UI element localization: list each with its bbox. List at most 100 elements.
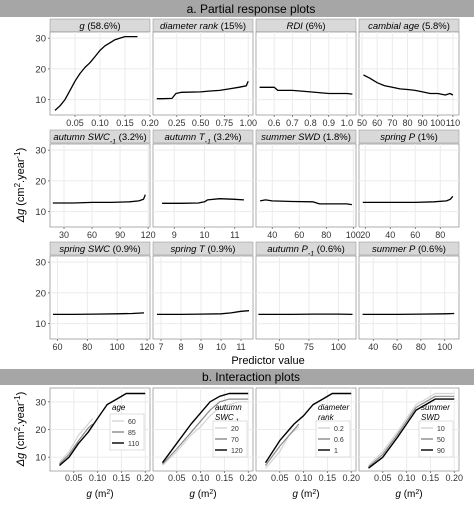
legend-title: age xyxy=(112,403,126,412)
section-a-xlabel: Predictor value xyxy=(231,355,304,367)
panel-bg xyxy=(50,144,150,227)
x-tick-label: 0.50 xyxy=(192,118,210,128)
b-xlabel: g (m2) xyxy=(189,489,216,501)
section-b-title: b. Interaction plots xyxy=(202,370,300,384)
panel-title: autumn T-1 (3.2%) xyxy=(165,132,242,146)
panel-title: g (58.6%) xyxy=(79,21,120,32)
panel-title: summer P (0.6%) xyxy=(372,244,446,255)
x-tick-label: 0.8 xyxy=(304,118,317,128)
x-tick-label: 30 xyxy=(59,230,69,240)
x-tick-label: 11 xyxy=(236,342,245,352)
y-tick-label: 10 xyxy=(35,319,46,330)
panel-bg xyxy=(256,256,356,339)
legend-label-2: 1 xyxy=(334,448,338,455)
legend-label-1: 0.6 xyxy=(334,437,344,444)
x-tick-label: 9 xyxy=(172,230,177,240)
panel-title: autumn P-1 (0.6%) xyxy=(267,244,345,258)
x-tick-label: 7 xyxy=(158,342,163,352)
y-tick-label: 30 xyxy=(35,146,46,157)
x-tick-label: 0.25 xyxy=(168,118,186,128)
x-tick-label: 0.6 xyxy=(268,118,281,128)
y-tick-label: 20 xyxy=(35,176,46,187)
x-tick-label: 100 xyxy=(331,342,346,352)
x-tick-label: 0.15 xyxy=(319,473,337,483)
b-ylabel: Δg (cm2.year-1) xyxy=(13,392,28,468)
x-tick-label: 8 xyxy=(178,342,183,352)
x-tick-label: 120 xyxy=(141,230,156,240)
x-tick-label: 100 xyxy=(430,118,445,128)
x-tick-label: 1.00 xyxy=(239,118,257,128)
legend-label-2: 110 xyxy=(128,441,139,448)
x-tick-label: 0.05 xyxy=(66,118,84,128)
legend-label-1: 85 xyxy=(128,430,136,437)
legend-label-1: 50 xyxy=(437,437,445,444)
y-tick-label: 30 xyxy=(35,258,46,269)
x-tick-label: 0.10 xyxy=(398,473,416,483)
a-panel-9: spring T (0.9%) 7 8 9 10 11 xyxy=(153,242,253,352)
x-tick-label: 60 xyxy=(294,230,304,240)
panel-bg xyxy=(153,32,253,115)
x-tick-label: 0.15 xyxy=(113,473,131,483)
x-tick-label: 90 xyxy=(418,118,428,128)
y-tick-label: 10 xyxy=(35,453,46,464)
x-tick-label: 0.15 xyxy=(216,473,234,483)
y-tick-label: 30 xyxy=(35,397,46,408)
x-tick-label: 40 xyxy=(368,342,378,352)
x-tick-label: 11 xyxy=(230,230,239,240)
panel-bg xyxy=(359,32,459,115)
x-tick-label: 0.15 xyxy=(116,118,134,128)
b-xlabel: g (m2) xyxy=(86,489,113,501)
x-tick-label: 80 xyxy=(435,230,445,240)
legend-label-2: 90 xyxy=(437,448,445,455)
panel-title: spring P (1%) xyxy=(380,132,438,143)
x-tick-label: 80 xyxy=(402,118,412,128)
x-tick-label: 120 xyxy=(139,342,154,352)
a-panel-5: autumn T-1 (3.2%) 9 10 11 xyxy=(153,130,253,240)
panel-bg xyxy=(153,144,253,227)
panel-title: diameter rank (15%) xyxy=(160,21,246,32)
x-tick-label: 1.0 xyxy=(341,118,354,128)
x-tick-label: 0.20 xyxy=(342,473,360,483)
legend-label-0: 10 xyxy=(437,426,445,433)
panel-bg xyxy=(50,256,150,339)
y-tick-label: 20 xyxy=(35,288,46,299)
x-tick-label: 100 xyxy=(110,342,125,352)
y-tick-label: 10 xyxy=(35,207,46,218)
x-tick-label: 0.05 xyxy=(271,473,289,483)
x-tick-label: 0.10 xyxy=(91,118,109,128)
x-tick-label: 110 xyxy=(446,118,460,128)
x-tick-label: 10 xyxy=(216,342,226,352)
panel-title: autumn SWC-1 (3.2%) xyxy=(53,132,146,146)
panels: Δg (cm2.year-1)Δg (cm2.year-1)g (58.6%)1… xyxy=(13,19,464,500)
x-tick-label: 0.10 xyxy=(89,473,107,483)
x-tick-label: 50 xyxy=(275,342,285,352)
x-tick-label: 100 xyxy=(346,230,361,240)
x-tick-label: 80 xyxy=(416,342,426,352)
x-tick-label: 20 xyxy=(360,230,370,240)
x-tick-label: 0.20 xyxy=(239,473,257,483)
x-tick-label: 0.75 xyxy=(216,118,234,128)
b-xlabel: g (m2) xyxy=(395,489,422,501)
x-tick-label: 80 xyxy=(321,230,331,240)
x-tick-label: 9 xyxy=(198,342,203,352)
x-tick-label: 0.9 xyxy=(322,118,335,128)
panel-title: spring T (0.9%) xyxy=(171,244,236,255)
panel-title: summer SWD (1.8%) xyxy=(261,132,351,143)
x-tick-label: 10 xyxy=(200,230,210,240)
x-tick-label: 90 xyxy=(115,230,125,240)
x-tick-label: 60 xyxy=(87,230,97,240)
x-tick-label: 0.20 xyxy=(445,473,463,483)
y-tick-label: 30 xyxy=(35,34,46,45)
x-tick-label: 0.10 xyxy=(192,473,210,483)
